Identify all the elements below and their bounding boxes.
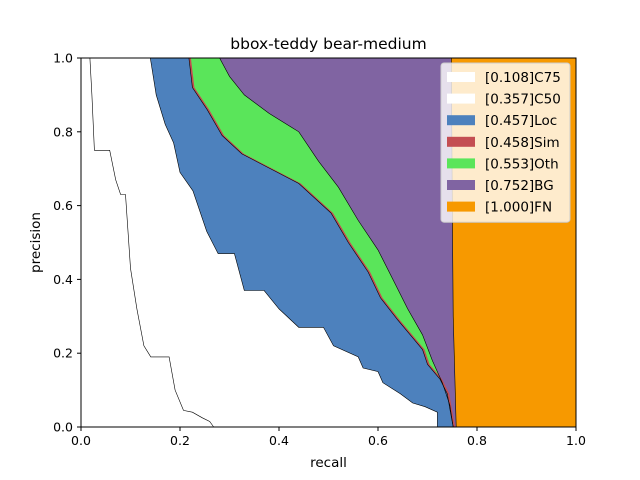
legend-swatch bbox=[447, 115, 475, 126]
x-axis: 0.0 0.2 0.4 0.6 0.8 1.0 bbox=[71, 427, 586, 448]
x-axis-label: recall bbox=[310, 455, 347, 471]
legend-entry: [0.752]BG bbox=[447, 178, 554, 194]
y-axis: 0.0 0.2 0.4 0.6 0.8 1.0 bbox=[53, 51, 81, 435]
y-tick-label: 1.0 bbox=[53, 51, 73, 66]
x-tick-label: 0.6 bbox=[368, 433, 388, 448]
legend-swatch bbox=[447, 136, 475, 147]
legend-entry: [1.000]FN bbox=[447, 200, 552, 216]
legend-label: [0.357]C50 bbox=[485, 92, 561, 108]
x-tick-label: 0.8 bbox=[467, 433, 487, 448]
x-tick-label: 1.0 bbox=[566, 433, 586, 448]
line-loc bbox=[150, 57, 454, 428]
legend-swatch bbox=[447, 158, 475, 169]
line-c50 bbox=[150, 57, 438, 427]
legend-label: [1.000]FN bbox=[485, 200, 552, 216]
y-tick-label: 0.8 bbox=[53, 124, 73, 139]
legend-entry: [0.553]Oth bbox=[447, 156, 559, 172]
line-c75 bbox=[89, 57, 214, 428]
chart-title: bbox-teddy bear-medium bbox=[230, 35, 426, 53]
legend-swatch bbox=[447, 180, 475, 190]
y-tick-label: 0.6 bbox=[53, 198, 73, 213]
legend-swatch bbox=[447, 201, 475, 212]
legend-swatch bbox=[447, 93, 475, 104]
legend-label: [0.752]BG bbox=[485, 178, 554, 194]
y-tick-label: 0.4 bbox=[53, 272, 73, 287]
legend-label: [0.553]Oth bbox=[485, 156, 559, 172]
y-tick-label: 0.0 bbox=[53, 420, 73, 435]
legend-entry: [0.357]C50 bbox=[447, 92, 561, 108]
y-tick-label: 0.2 bbox=[53, 346, 73, 361]
legend-label: [0.458]Sim bbox=[485, 135, 560, 151]
legend: [0.108]C75 [0.357]C50 [0.457]Loc [0.458]Sim… bbox=[440, 62, 571, 223]
area-loc bbox=[150, 58, 454, 427]
plot-lines bbox=[89, 57, 457, 428]
area-oth bbox=[188, 58, 454, 427]
legend-swatch bbox=[447, 72, 475, 82]
legend-entry: [0.457]Loc bbox=[447, 113, 557, 129]
x-tick-label: 0.4 bbox=[269, 433, 289, 448]
y-axis-label: precision bbox=[28, 212, 44, 273]
line-oth bbox=[219, 57, 454, 428]
plot-frame bbox=[80, 57, 577, 428]
legend-label: [0.108]C75 bbox=[485, 70, 561, 86]
legend-entry: [0.108]C75 bbox=[447, 70, 561, 86]
x-tick-label: 0.0 bbox=[71, 433, 91, 448]
x-tick-label: 0.2 bbox=[170, 433, 190, 448]
legend-entry: [0.458]Sim bbox=[447, 135, 560, 151]
area-bg bbox=[219, 58, 457, 427]
legend-label: [0.457]Loc bbox=[485, 113, 557, 129]
